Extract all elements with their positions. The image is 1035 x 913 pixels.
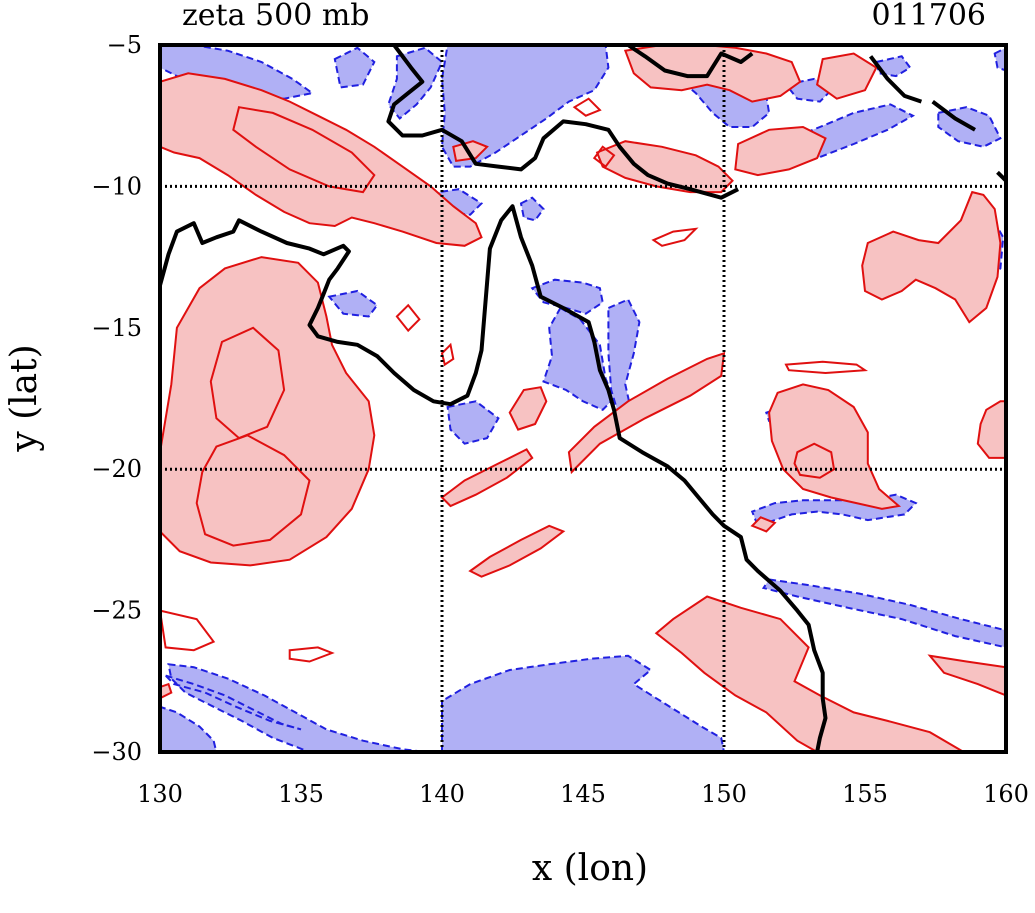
positive-contour-10 (861, 190, 1002, 324)
coastline-segment-3 (869, 55, 923, 104)
negative-contour-24 (441, 654, 726, 752)
positive-contour-1 (195, 434, 311, 547)
positive-contour-18 (508, 386, 548, 431)
y-axis-label: y (lat) (4, 344, 45, 452)
negative-contour-5 (519, 196, 545, 222)
positive-contour-25 (395, 303, 421, 333)
x-tick-145: 145 (560, 780, 606, 808)
positive-contour-26 (440, 342, 455, 367)
y-tick-10: −10 (91, 172, 142, 200)
x-axis-ticks: 130 135 140 145 150 155 160 (137, 780, 1029, 808)
x-tick-140: 140 (419, 780, 465, 808)
negative-contour-17 (327, 289, 379, 318)
negative-contour-0 (160, 45, 315, 100)
coastline-segment-4 (931, 100, 976, 132)
negative-contour-3 (440, 45, 610, 168)
coastline-segment-0 (160, 204, 828, 752)
x-tick-130: 130 (137, 780, 183, 808)
positive-contour-22 (160, 609, 216, 652)
negative-contour-2 (387, 46, 444, 120)
y-axis-ticks: −5 −10 −15 −20 −25 −30 (91, 31, 142, 766)
positive-contour-16 (440, 448, 534, 508)
grid-lines (160, 45, 1006, 752)
positive-contour-21 (160, 682, 173, 700)
positive-contour-17 (567, 351, 726, 475)
y-tick-5: −5 (107, 31, 142, 59)
positive-contour-6 (734, 125, 827, 177)
positive-contour-28 (651, 227, 699, 247)
negative-contour-13 (875, 55, 912, 78)
chart-title: zeta 500 mb (182, 0, 370, 33)
positive-contour-20 (927, 654, 1006, 697)
positive-contour-11 (768, 383, 902, 510)
negative-contour-9 (446, 400, 500, 445)
x-axis-label: x (lon) (532, 848, 648, 889)
positive-contour-23 (288, 646, 335, 663)
y-tick-25: −25 (91, 597, 142, 625)
positive-contour-27 (572, 97, 602, 117)
positive-contour-15 (468, 524, 566, 578)
y-tick-20: −20 (91, 455, 142, 483)
positive-contour-0 (160, 256, 376, 567)
negative-contour-23 (761, 578, 1006, 649)
negative-contour-8 (607, 298, 641, 420)
negative-contour-25 (160, 705, 218, 752)
negative-contour-7 (542, 306, 616, 411)
positive-contour-13 (976, 400, 1006, 459)
negative-contour-26 (167, 663, 426, 752)
x-tick-155: 155 (842, 780, 888, 808)
positive-contour-3 (160, 72, 483, 247)
positive-contour-24 (592, 145, 616, 169)
positive-contour-9 (815, 52, 878, 100)
positive-contour-29 (784, 360, 869, 375)
x-tick-135: 135 (278, 780, 324, 808)
positive-vorticity-contours (160, 45, 1006, 752)
negative-contour-6 (530, 278, 604, 315)
positive-contour-14 (750, 516, 777, 533)
positive-contour-2 (209, 326, 286, 440)
negative-contour-1 (333, 46, 376, 89)
y-tick-30: −30 (91, 738, 142, 766)
positive-contour-19 (654, 595, 966, 752)
negative-vorticity-contours (160, 45, 1006, 752)
positive-contour-4 (232, 106, 376, 194)
negative-contour-27 (164, 674, 302, 731)
chart-timestamp: 011706 (871, 0, 986, 33)
x-tick-160: 160 (983, 780, 1029, 808)
y-tick-15: −15 (91, 314, 142, 342)
x-tick-150: 150 (701, 780, 747, 808)
positive-contour-12 (793, 442, 836, 479)
coastline-segment-1 (386, 45, 739, 200)
plot-frame (158, 43, 1008, 754)
coastline (160, 45, 1006, 752)
coastline-segment-2 (626, 45, 754, 79)
plot-area (160, 45, 1006, 752)
negative-contour-15 (993, 46, 1006, 72)
